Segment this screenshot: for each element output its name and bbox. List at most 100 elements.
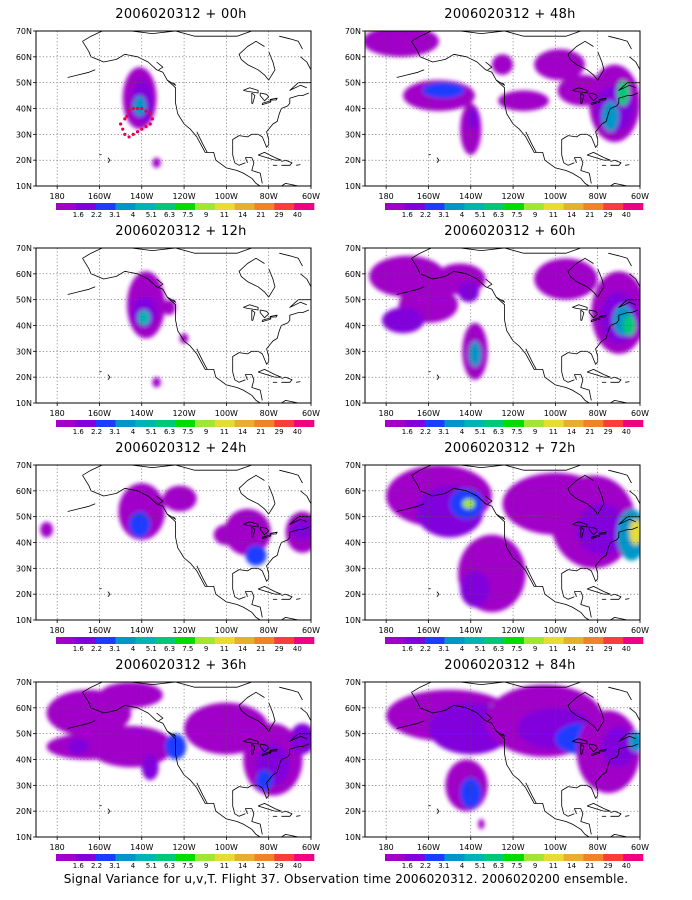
- colorbar-label: 9: [533, 428, 537, 436]
- lon-label: 120W: [501, 409, 524, 418]
- map-panel-3: 70N 60N 50N 40N 30N 20N 10N 180 160W 140W 120W 100W…: [345, 224, 675, 439]
- map-canvas: 70N 60N 50N 40N 30N 20N 10N 180 160W 140W 120W 100W…: [16, 244, 320, 436]
- map-panel-2: 70N 60N 50N 40N 30N 20N 10N 180 160W 140W 120W 100W…: [16, 224, 346, 439]
- colorbar-label: 4: [460, 645, 465, 653]
- colorbar-label: 2.2: [91, 211, 102, 219]
- colorbar-swatch: [95, 420, 116, 427]
- lon-label: 140W: [130, 192, 153, 201]
- lat-label: 10N: [345, 616, 361, 625]
- colorbar-swatch: [404, 637, 425, 644]
- colorbar-swatch: [523, 637, 545, 644]
- colorbar-swatch: [135, 203, 156, 210]
- variance-shading: [601, 100, 619, 132]
- colorbar-label: 4: [460, 428, 465, 436]
- colorbar-label: 9: [204, 428, 208, 436]
- colorbar-swatch: [95, 854, 116, 861]
- variance-shading: [141, 754, 159, 781]
- colorbar-label: 14: [238, 428, 247, 436]
- lat-label: 70N: [345, 678, 361, 687]
- lon-label: 180: [50, 409, 65, 418]
- colorbar-label: 3.1: [438, 211, 449, 219]
- lon-label: 160W: [417, 192, 440, 201]
- colorbar-label: 29: [275, 645, 284, 653]
- lon-label: 80W: [260, 626, 278, 635]
- variance-shading: [576, 503, 628, 556]
- colorbar-swatch: [484, 637, 505, 644]
- colorbar-swatch: [583, 203, 604, 210]
- lat-label: 40N: [16, 105, 32, 114]
- lon-label: 120W: [501, 192, 524, 201]
- colorbar-swatch: [115, 203, 136, 210]
- lat-label: 20N: [345, 156, 361, 165]
- colorbar-swatch: [444, 420, 465, 427]
- colorbar-label: 7.5: [182, 645, 193, 653]
- colorbar-label: 6.3: [493, 645, 504, 653]
- lat-label: 50N: [345, 730, 361, 739]
- colorbar-swatch: [194, 637, 216, 644]
- colorbar-swatch: [56, 203, 77, 210]
- variance-shading: [422, 82, 465, 99]
- coastline: [396, 248, 640, 403]
- colorbar-swatch: [464, 420, 485, 427]
- map-canvas: 70N 60N 50N 40N 30N 20N 10N 180 160W 140W 120W 100W…: [345, 678, 649, 870]
- colorbar-swatch: [404, 854, 425, 861]
- lon-label: 60W: [302, 843, 320, 852]
- colorbar-label: 9: [533, 211, 537, 219]
- variance-shading: [534, 258, 598, 300]
- colorbar-label: 4: [131, 645, 136, 653]
- variance-shading: [152, 377, 161, 388]
- colorbar-label: 5.1: [475, 211, 486, 219]
- map-panel-0: 70N 60N 50N 40N 30N 20N 10N 180 160W 140W 120W 100W…: [16, 7, 346, 222]
- colorbar-swatch: [75, 637, 96, 644]
- colorbar-label: 21: [256, 211, 265, 219]
- colorbar-label: 7.5: [511, 428, 522, 436]
- lon-label: 80W: [589, 192, 607, 201]
- colorbar-label: 29: [604, 211, 613, 219]
- colorbar-swatch: [214, 854, 235, 861]
- colorbar-swatch: [504, 854, 525, 861]
- variance-shading: [129, 511, 151, 538]
- colorbar-swatch: [254, 203, 275, 210]
- colorbar-label: 9: [204, 645, 208, 653]
- lat-label: 20N: [16, 156, 32, 165]
- lat-label: 20N: [345, 590, 361, 599]
- lat-label: 60N: [16, 270, 32, 279]
- lat-label: 50N: [345, 513, 361, 522]
- colorbar-label: 14: [238, 211, 247, 219]
- lat-label: 40N: [345, 322, 361, 331]
- colorbar-swatch: [484, 854, 505, 861]
- variance-shading: [256, 769, 273, 791]
- colorbar-label: 2.2: [91, 862, 102, 870]
- variance-shading: [498, 90, 550, 112]
- colorbar-swatch: [135, 854, 156, 861]
- colorbar-label: 7.5: [511, 211, 522, 219]
- colorbar-label: 4: [460, 211, 465, 219]
- colorbar-swatch: [115, 637, 136, 644]
- colorbar-label: 2.2: [91, 645, 102, 653]
- lon-label: 80W: [589, 843, 607, 852]
- colorbar-swatch: [484, 203, 505, 210]
- lon-label: 140W: [459, 626, 482, 635]
- colorbar-swatch: [294, 854, 315, 861]
- lon-label: 180: [50, 843, 65, 852]
- colorbar-swatch: [254, 637, 275, 644]
- lon-label: 180: [379, 843, 394, 852]
- lon-label: 60W: [631, 843, 649, 852]
- colorbar-label: 29: [275, 211, 284, 219]
- variance-shading: [478, 818, 485, 830]
- colorbar-label: 9: [533, 645, 537, 653]
- colorbar-label: 7.5: [511, 862, 522, 870]
- colorbar-label: 3.1: [109, 428, 120, 436]
- lat-label: 50N: [16, 513, 32, 522]
- colorbar-label: 40: [293, 428, 302, 436]
- colorbar-label: 1.6: [402, 428, 414, 436]
- lat-label: 20N: [16, 373, 32, 382]
- variance-shading: [534, 49, 585, 81]
- colorbar-swatch: [523, 854, 545, 861]
- variance-shading: [460, 570, 490, 608]
- lat-label: 20N: [345, 807, 361, 816]
- colorbar-label: 14: [567, 211, 576, 219]
- colorbar-swatch: [95, 637, 116, 644]
- colorbar-label: 6.3: [164, 428, 175, 436]
- colorbar-label: 3.1: [438, 645, 449, 653]
